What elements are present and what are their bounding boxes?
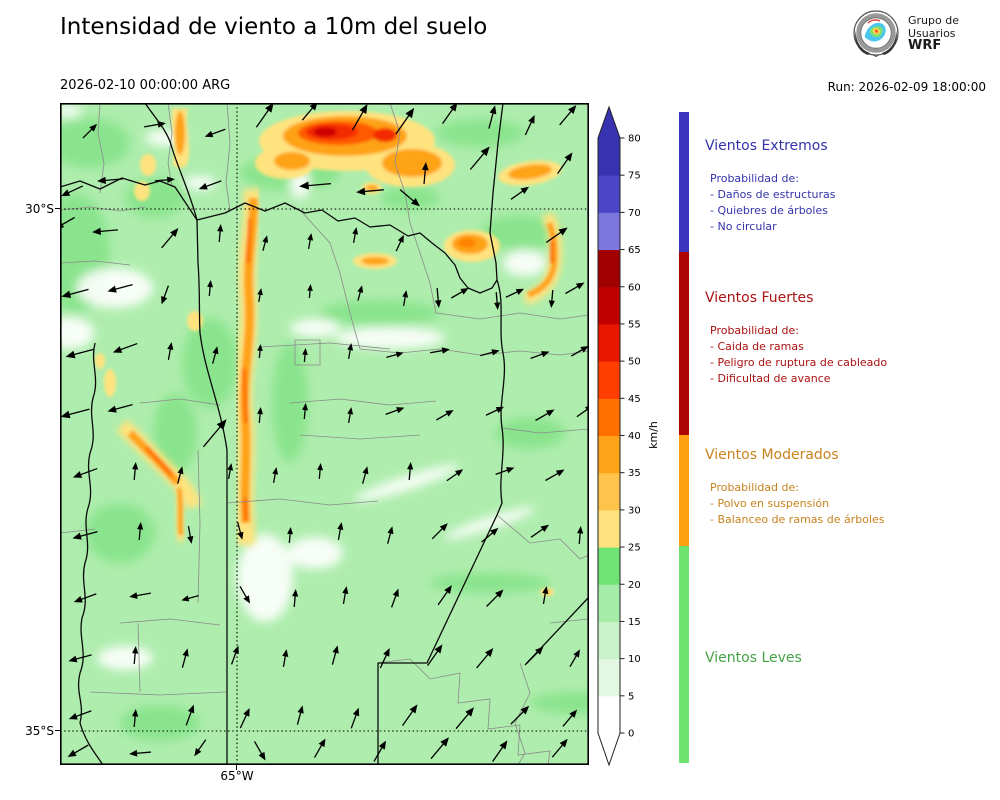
svg-text:25: 25 [628,543,641,554]
legend-item: - Peligro de ruptura de cableado [710,356,888,369]
category-bar-leves [679,546,689,763]
legend-section-fuertes: Vientos Fuertes Probabilidad de: - Caida… [705,290,995,387]
legend-item: - No circular [710,220,777,233]
globe-emblem-icon [853,10,899,57]
legend-title-extremos: Vientos Extremos [705,138,828,154]
svg-text:30: 30 [628,505,641,516]
province-boundaries [60,103,589,765]
logo-text-line2: Usuarios [908,26,956,40]
legend-title-moderados: Vientos Moderados [705,447,839,463]
wind-speed-colorbar: 0 5 10 15 20 25 30 35 40 45 50 55 60 65 70 75 80 km/h [597,105,660,767]
department-boundaries [60,103,589,765]
legend-prob-label: Probabilidad de: [710,324,799,337]
strong-wind-areas [95,108,563,596]
category-bar-fuertes [679,252,689,435]
svg-text:35: 35 [628,468,641,479]
page-title: Intensidad de viento a 10m del suelo [60,14,488,40]
svg-text:10: 10 [628,654,641,665]
svg-text:60: 60 [628,282,641,293]
legend-item: - Dificultad de avance [710,372,831,385]
legend-prob-label: Probabilidad de: [710,481,799,494]
lon-tick-65w [236,765,237,770]
category-bar-moderados [679,435,689,546]
map-border [60,103,589,765]
svg-text:55: 55 [628,319,641,330]
legend-section-moderados: Vientos Moderados Probabilidad de: - Pol… [705,447,995,528]
wind-vector-arrows [60,103,589,763]
wind-category-bar [679,112,689,763]
logo-text-line3: WRF [908,38,942,54]
legend-item: - Daños de estructuras [710,188,836,201]
legend-title-leves: Vientos Leves [705,650,802,666]
svg-text:80: 80 [628,134,641,145]
svg-text:15: 15 [628,617,641,628]
svg-text:70: 70 [628,208,641,219]
lat-tick-30s [55,208,60,209]
category-bar-extremos [679,112,689,252]
legend-section-leves: Vientos Leves [705,650,995,683]
legend-item: - Balanceo de ramas de árboles [710,513,885,526]
legend-title-fuertes: Vientos Fuertes [705,290,814,306]
valid-time-label: 2026-02-10 00:00:00 ARG [60,78,231,93]
legend-item: - Polvo en suspensión [710,497,830,510]
svg-text:20: 20 [628,580,641,591]
lat-label-35s: 35°S [25,724,54,738]
lat-label-30s: 30°S [25,202,54,216]
legend-item: - Quiebres de árboles [710,204,828,217]
run-time-label: Run: 2026-02-09 18:00:00 [827,80,986,94]
svg-text:km/h: km/h [647,421,660,449]
svg-text:45: 45 [628,394,641,405]
lat-tick-35s [55,730,60,731]
svg-text:40: 40 [628,431,641,442]
legend-section-extremos: Vientos Extremos Probabilidad de: - Daño… [705,138,995,235]
svg-text:65: 65 [628,245,641,256]
legend-prob-label: Probabilidad de: [710,172,799,185]
svg-text:50: 50 [628,357,641,368]
wrf-users-group-logo: Grupo de Usuarios WRF [850,8,959,60]
svg-text:5: 5 [628,691,634,702]
legend-item: - Caida de ramas [710,340,804,353]
logo-text-line1: Grupo de [908,14,959,28]
wind-intensity-map [60,103,589,765]
svg-text:75: 75 [628,171,641,182]
lon-label-65w: 65°W [220,769,254,783]
svg-text:0: 0 [628,729,634,740]
